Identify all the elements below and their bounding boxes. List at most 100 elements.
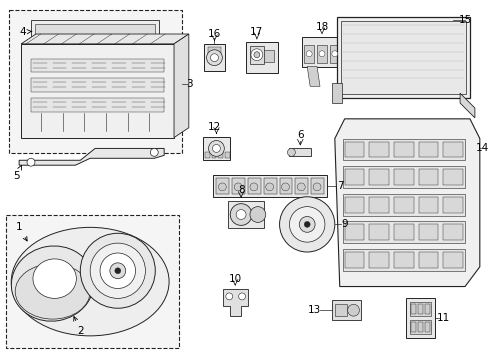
Circle shape (250, 183, 258, 191)
Bar (418, 141, 439, 157)
Bar (311, 178, 324, 194)
Circle shape (27, 158, 35, 166)
Text: 16: 16 (208, 29, 221, 39)
Circle shape (280, 197, 335, 252)
Bar (443, 169, 463, 185)
Bar (343, 194, 465, 216)
Bar (417, 322, 422, 332)
Circle shape (319, 51, 325, 57)
Bar (290, 148, 311, 156)
Bar (394, 141, 414, 157)
Circle shape (226, 293, 233, 300)
Bar (418, 252, 439, 268)
Bar (369, 169, 389, 185)
Bar (410, 320, 432, 334)
Bar (214, 175, 327, 197)
Bar (225, 152, 230, 158)
Circle shape (209, 140, 224, 156)
Bar (317, 45, 327, 63)
Circle shape (110, 263, 125, 279)
Bar (344, 141, 365, 157)
Bar (302, 37, 342, 67)
Circle shape (254, 52, 260, 58)
Bar (246, 42, 278, 73)
Circle shape (234, 183, 242, 191)
Bar (343, 166, 465, 188)
Bar (32, 305, 40, 311)
Text: 9: 9 (342, 219, 348, 229)
Bar (9, 10, 182, 153)
Circle shape (313, 183, 321, 191)
Bar (31, 98, 164, 112)
Bar (335, 304, 346, 316)
Bar (72, 310, 79, 316)
Text: 7: 7 (338, 181, 344, 191)
Bar (341, 21, 466, 94)
Bar (411, 304, 416, 314)
Ellipse shape (15, 264, 90, 319)
Bar (31, 59, 164, 72)
Bar (332, 83, 342, 103)
Bar (418, 169, 439, 185)
Text: 2: 2 (74, 316, 84, 336)
Polygon shape (223, 288, 248, 316)
Circle shape (100, 253, 136, 288)
Text: 14: 14 (476, 143, 490, 153)
Text: 13: 13 (307, 305, 321, 315)
Circle shape (150, 148, 158, 156)
Bar (228, 201, 264, 228)
Circle shape (80, 233, 155, 308)
Circle shape (290, 207, 325, 242)
Circle shape (211, 54, 219, 62)
Bar (212, 152, 217, 158)
Text: 11: 11 (437, 313, 450, 323)
Circle shape (230, 204, 252, 225)
Bar (418, 197, 439, 212)
Bar (443, 197, 463, 212)
Bar (344, 169, 365, 185)
Bar (31, 20, 159, 42)
Bar (394, 169, 414, 185)
Text: 5: 5 (13, 166, 22, 181)
Bar (369, 141, 389, 157)
Bar (111, 310, 119, 316)
Bar (369, 224, 389, 240)
Bar (418, 224, 439, 240)
Circle shape (347, 304, 360, 316)
Bar (343, 249, 465, 271)
Circle shape (115, 268, 121, 274)
Polygon shape (174, 34, 189, 138)
Bar (394, 252, 414, 268)
Bar (203, 136, 230, 160)
Circle shape (207, 50, 222, 66)
Bar (204, 44, 225, 72)
Text: 1: 1 (16, 222, 27, 241)
Circle shape (219, 183, 226, 191)
Bar (332, 300, 362, 320)
Bar (369, 252, 389, 268)
Circle shape (288, 148, 295, 156)
Circle shape (266, 183, 273, 191)
Bar (443, 141, 463, 157)
Bar (394, 197, 414, 212)
Circle shape (251, 49, 263, 60)
Bar (424, 304, 430, 314)
Circle shape (297, 183, 305, 191)
Bar (31, 78, 164, 92)
Polygon shape (307, 67, 320, 86)
Text: 6: 6 (297, 130, 304, 140)
Circle shape (299, 216, 315, 232)
Bar (205, 152, 210, 158)
Bar (343, 221, 465, 243)
Bar (250, 46, 264, 64)
Text: 18: 18 (316, 22, 329, 32)
Polygon shape (19, 148, 164, 165)
Bar (417, 304, 422, 314)
Text: 17: 17 (250, 27, 264, 37)
Bar (35, 24, 155, 38)
Bar (217, 178, 229, 194)
Bar (443, 224, 463, 240)
Circle shape (236, 210, 246, 220)
Bar (219, 152, 223, 158)
Circle shape (90, 243, 146, 298)
